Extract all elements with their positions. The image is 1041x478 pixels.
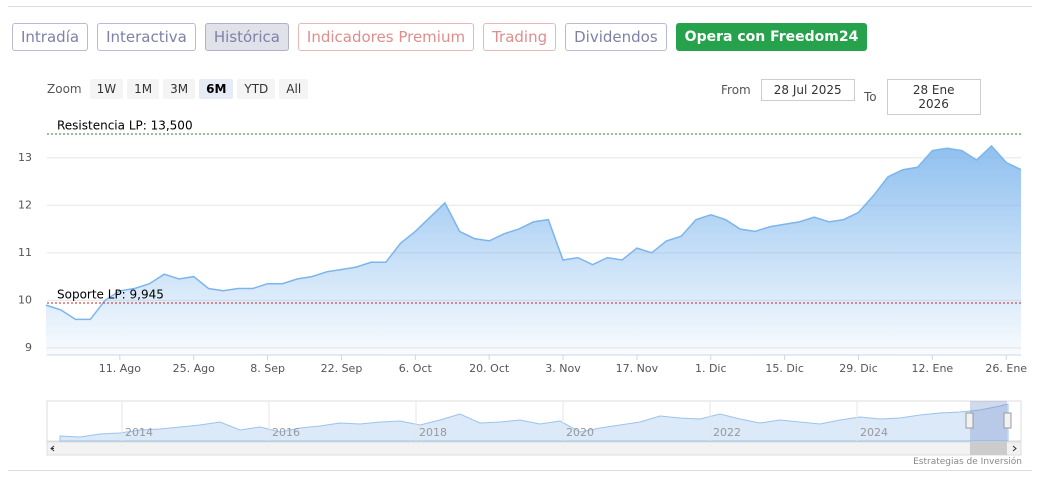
price-line <box>45 144 1022 321</box>
tab[interactable]: Trading <box>483 23 557 51</box>
scroll-left-arrow[interactable] <box>50 445 55 452</box>
tab[interactable]: Histórica <box>204 23 289 51</box>
navigator-label: 2020 <box>566 426 594 439</box>
zoom-button[interactable]: 1W <box>89 79 124 99</box>
frame-line <box>8 470 1032 471</box>
x-tick-label: 26. Ene <box>985 362 1027 375</box>
navigator-series <box>59 403 1009 442</box>
range-from: From 28 Jul 2025 <box>721 79 855 101</box>
y-tick-label: 13 <box>18 151 32 164</box>
tab[interactable]: Interactiva <box>97 23 196 51</box>
y-tick-label: 12 <box>18 198 32 211</box>
zoom-button[interactable]: 6M <box>199 79 234 99</box>
zoom-button[interactable]: 3M <box>163 79 196 99</box>
x-tick-label: 29. Dic <box>839 362 878 375</box>
x-tick-label: 25. Ago <box>173 362 215 375</box>
tab[interactable]: Dividendos <box>565 23 667 51</box>
y-tick-label: 11 <box>18 246 32 259</box>
zoom-bar: Zoom 1W 1M 3M 6M YTD All <box>47 79 309 99</box>
x-tick-label: 3. Nov <box>545 362 581 375</box>
tab[interactable]: Intradía <box>12 23 89 51</box>
credit: Estrategias de Inversión <box>913 457 1022 467</box>
plot-line-label: Soporte LP: 9,945 <box>57 287 164 301</box>
to-input[interactable]: 28 Ene 2026 <box>886 79 981 115</box>
x-tick-label: 15. Dic <box>765 362 804 375</box>
x-tick-label: 17. Nov <box>616 362 659 375</box>
x-tick-label: 8. Sep <box>250 362 285 375</box>
zoom-button[interactable]: 1M <box>127 79 160 99</box>
x-tick-label: 20. Oct <box>469 362 510 375</box>
x-tick-label: 11. Ago <box>99 362 141 375</box>
navigator-label: 2018 <box>419 426 447 439</box>
area-fill <box>46 145 1021 355</box>
from-input[interactable]: 28 Jul 2025 <box>760 79 855 101</box>
navigator-label: 2022 <box>713 426 741 439</box>
tab[interactable]: Indicadores Premium <box>297 23 475 51</box>
navigator-handle[interactable] <box>965 412 974 429</box>
x-tick-label: 22. Sep <box>321 362 363 375</box>
zoom-button[interactable]: YTD <box>237 79 276 99</box>
plot-line-label: Resistencia LP: 13,500 <box>57 119 193 133</box>
tab[interactable]: Opera con Freedom24 <box>675 23 868 51</box>
x-tick-label: 12. Ene <box>912 362 954 375</box>
frame-line <box>8 6 1032 7</box>
scrollbar-thumb[interactable] <box>970 442 1007 455</box>
navigator-label: 2014 <box>125 426 153 439</box>
scroll-right-arrow[interactable] <box>1012 445 1017 452</box>
tab-bar: Intradía Interactiva Histórica Indicadores … <box>12 23 868 51</box>
navigator-selection[interactable] <box>970 401 1007 441</box>
range-to: To 28 Ene 2026 <box>864 79 981 115</box>
y-tick-label: 10 <box>18 293 32 306</box>
y-tick-label: 9 <box>25 341 32 354</box>
zoom-label: Zoom <box>47 82 82 96</box>
x-tick-label: 6. Oct <box>399 362 433 375</box>
navigator-label: 2016 <box>272 426 300 439</box>
zoom-button[interactable]: All <box>279 79 309 99</box>
navigator-label: 2024 <box>860 426 888 439</box>
x-tick-label: 1. Dic <box>695 362 727 375</box>
scrollbar-track[interactable] <box>46 441 1022 456</box>
to-label: To <box>864 90 877 104</box>
navigator-handle[interactable] <box>1003 412 1012 429</box>
from-label: From <box>721 83 751 97</box>
